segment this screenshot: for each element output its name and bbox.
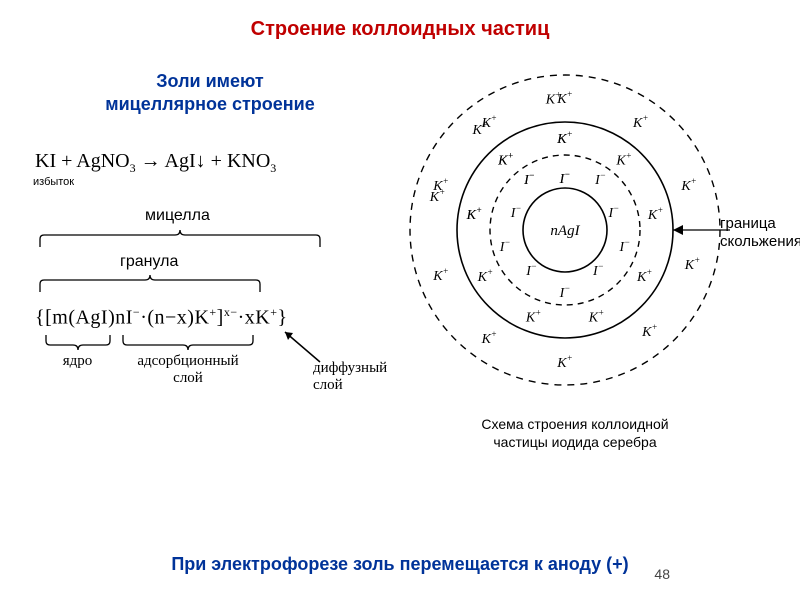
eq-plus2: + xyxy=(211,150,227,172)
i-ion: I− xyxy=(607,203,619,221)
brace-granule xyxy=(35,270,265,295)
label-diffuse: диффузный слой xyxy=(313,360,387,393)
i-ion: I− xyxy=(499,237,511,255)
label-core: ядро xyxy=(50,353,105,370)
eq-agno-sub: 3 xyxy=(130,161,136,175)
brace-core xyxy=(43,333,113,353)
page-title: Строение коллоидных частиц xyxy=(0,18,800,41)
k-ion: K+ xyxy=(556,353,572,371)
subtitle: Золи имеют мицеллярное строение xyxy=(60,70,360,115)
scheme-caption: Схема строения коллоидной частицы иодида… xyxy=(455,415,695,451)
subtitle-line2: мицеллярное строение xyxy=(105,94,314,114)
k-ion: K+ xyxy=(680,176,696,194)
k-ion: K+ xyxy=(556,129,572,147)
k-ion: K+ xyxy=(641,322,657,340)
brace-micelle xyxy=(35,225,325,250)
label-diffuse2: слой xyxy=(313,377,343,393)
i-ion: I− xyxy=(594,170,606,188)
cap-l2: частицы иодида серебра xyxy=(493,434,656,450)
i-ion: I− xyxy=(525,261,537,279)
i-ion: I− xyxy=(559,169,571,187)
k-ion: K+ xyxy=(588,307,604,325)
eq-kno-sub: 3 xyxy=(270,161,276,175)
eq-agi: AgI xyxy=(165,150,196,172)
i-ion: I− xyxy=(592,261,604,279)
eq-kno: KNO xyxy=(227,150,270,172)
label-granule: гранула xyxy=(120,253,178,271)
k-ion: K+ xyxy=(525,307,541,325)
micelle-formula: {[m(AgI)nI−·(n−x)K+]x−·xK+} xyxy=(35,305,288,330)
f-tailsup: + xyxy=(270,305,277,319)
i-ion: I− xyxy=(559,283,571,301)
k-ion: K+ xyxy=(477,267,493,285)
k-ion: K+ xyxy=(636,267,652,285)
subtitle-line1: Золи имеют xyxy=(156,71,263,91)
k-ion: K+ xyxy=(481,113,497,131)
boundary-label: граница скольжения xyxy=(720,215,800,251)
footer-text: При электрофорезе золь перемещается к ан… xyxy=(0,554,800,575)
boundary-l1: граница xyxy=(720,215,776,232)
micelle-diagram: nAgI I−I−I−I−I−I−I−I−I−I−I−I−K+K+K+K+K+K… xyxy=(390,55,770,425)
k-ion: K+ xyxy=(615,151,631,169)
core-text: nAgI xyxy=(550,223,580,239)
eq-plus1: + xyxy=(61,150,76,172)
eq-excess-note: избыток xyxy=(33,176,74,188)
k-ion: K+ xyxy=(432,176,448,194)
k-ion: K+ xyxy=(432,266,448,284)
brace-adsorb xyxy=(120,333,256,353)
k-ion: K+ xyxy=(481,329,497,347)
k-ion: K+ xyxy=(497,151,513,169)
label-diffuse1: диффузный xyxy=(313,360,387,376)
k-ion: K+ xyxy=(647,205,663,223)
f-close: } xyxy=(278,307,288,329)
f-charge: x− xyxy=(224,305,238,319)
page-number: 48 xyxy=(654,566,670,582)
label-adsorb2: слой xyxy=(173,370,203,386)
eq-agno: AgNO xyxy=(76,150,129,172)
eq-down: ↓ xyxy=(196,150,206,172)
eq-ki: KI xyxy=(35,150,56,172)
label-adsorb: адсорбционный слой xyxy=(120,353,256,386)
f-open: {[m(AgI)nI xyxy=(35,307,133,329)
i-ion: I− xyxy=(523,170,535,188)
f-plus: + xyxy=(209,305,216,319)
label-micelle: мицелла xyxy=(145,207,210,225)
eq-arrow: → xyxy=(141,150,165,172)
i-ion: I− xyxy=(510,203,522,221)
k-ion: K+ xyxy=(684,255,700,273)
k-ion: K+ xyxy=(632,113,648,131)
reaction-equation: KI + AgNO3 → AgI↓ + KNO3 избыток xyxy=(35,150,276,176)
boundary-l2: скольжения xyxy=(720,233,800,250)
label-adsorb1: адсорбционный xyxy=(137,353,238,369)
f-tail: ·xK xyxy=(238,307,271,329)
cap-l1: Схема строения коллоидной xyxy=(481,416,668,432)
f-mid2: ] xyxy=(217,307,224,329)
k-ion: K+ xyxy=(466,205,482,223)
i-ion: I− xyxy=(619,237,631,255)
f-mid1: ·(n−x)K xyxy=(140,307,209,329)
